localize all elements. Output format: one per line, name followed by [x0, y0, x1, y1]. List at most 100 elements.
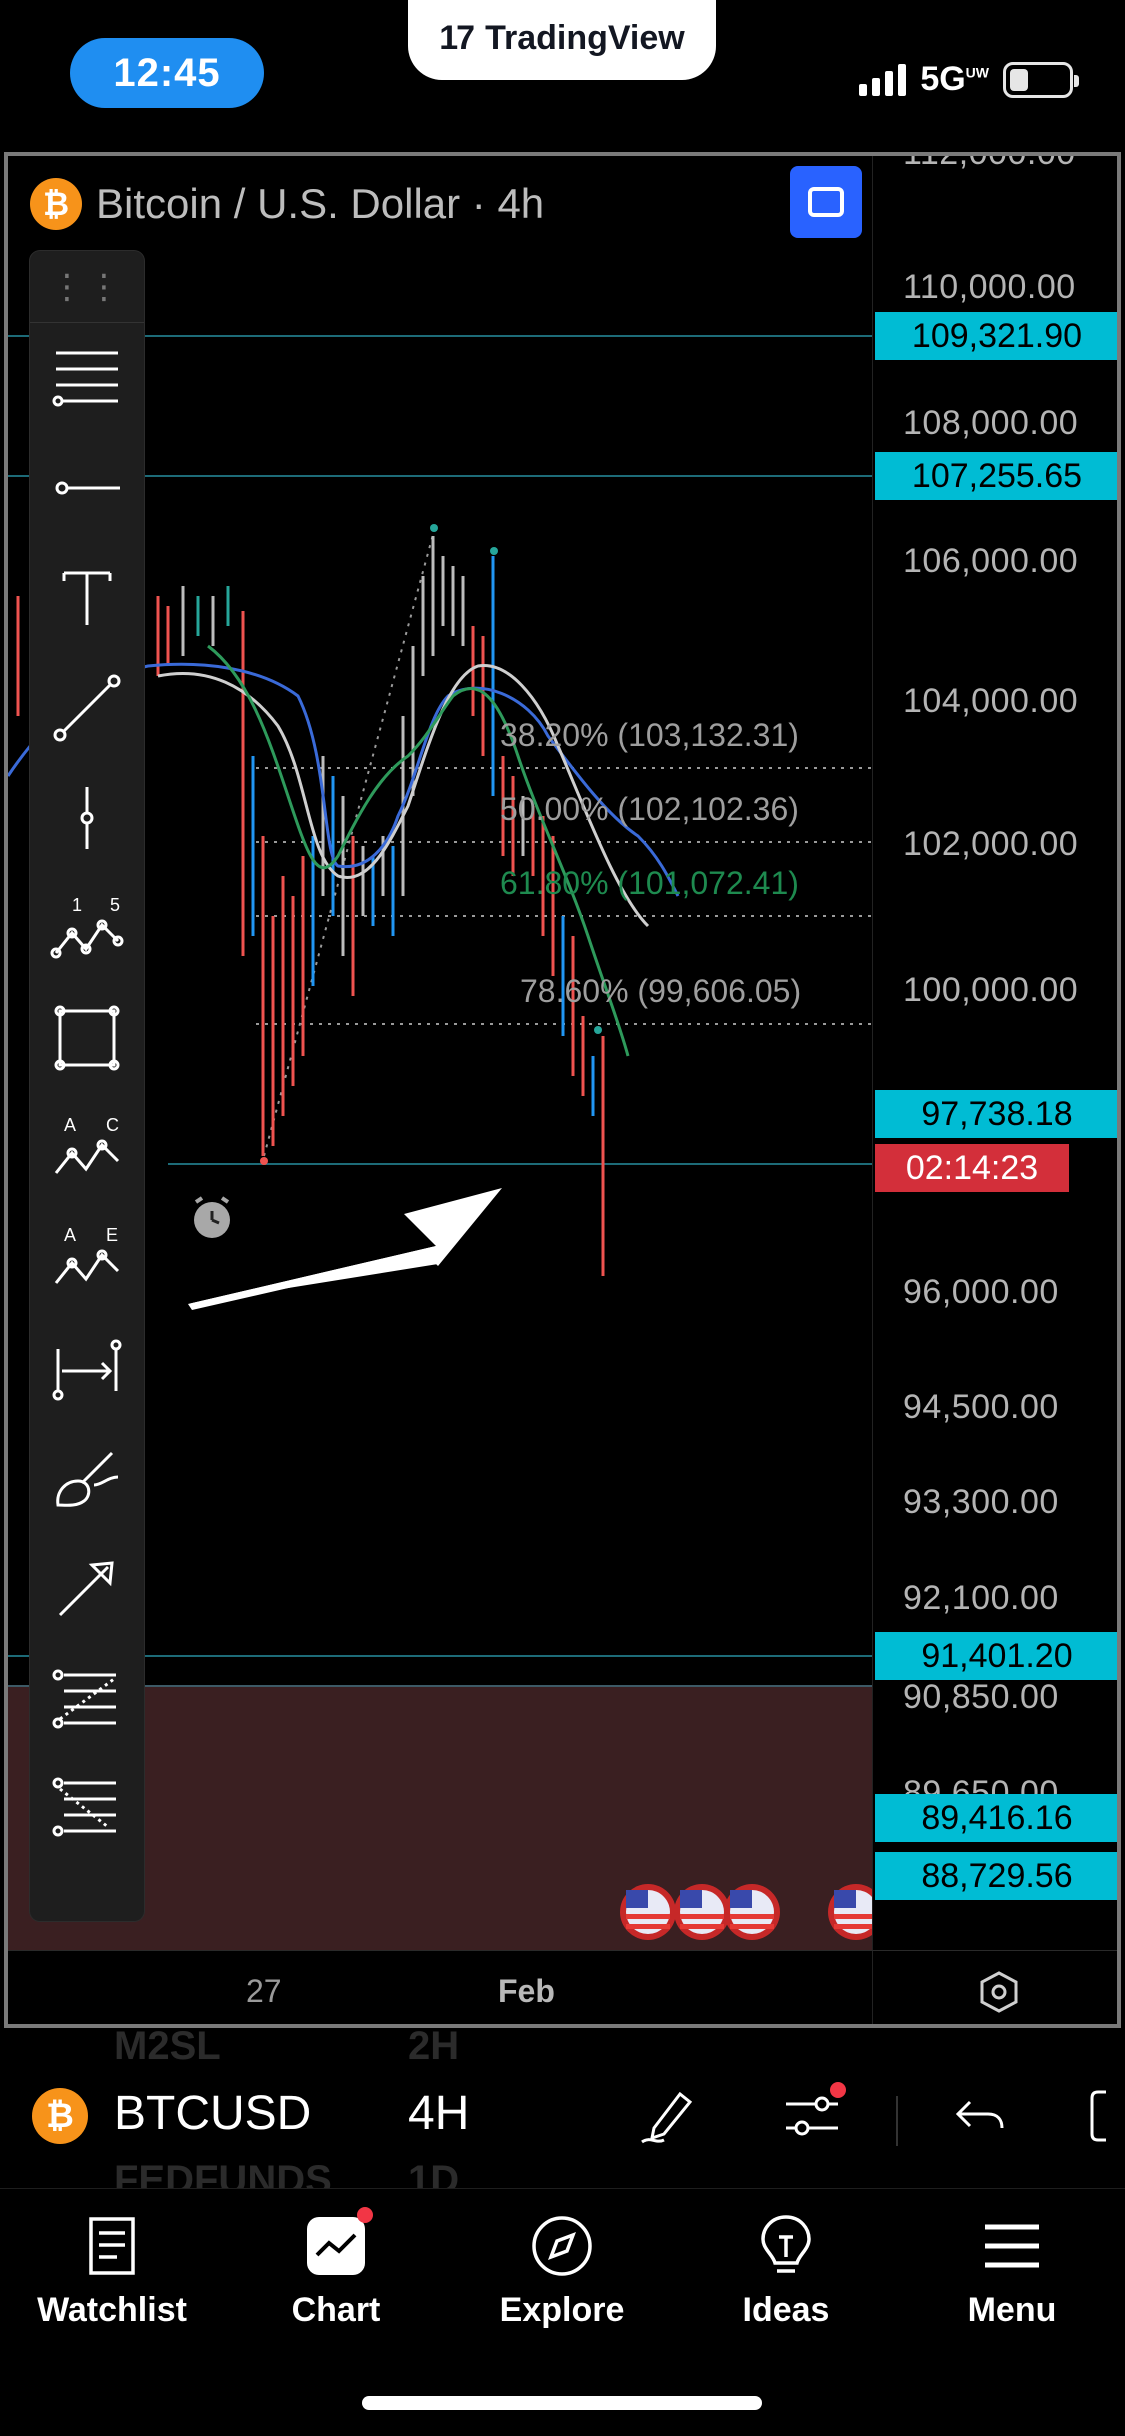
interval-picker[interactable]: 4H	[408, 2087, 470, 2140]
fib-trend-line	[263, 530, 435, 1157]
svg-text:A: A	[64, 1225, 76, 1245]
vertical-line-icon	[80, 787, 94, 849]
price-scale[interactable]: 112,000.00 110,000.00 109,321.90 108,000…	[872, 156, 1117, 1950]
tab-label: Chart	[291, 2291, 381, 2329]
tab-menu[interactable]: Menu	[922, 2211, 1102, 2330]
price-tick: 96,000.00	[903, 1273, 1059, 1311]
symbol-picker[interactable]: BTCUSD	[114, 2087, 312, 2140]
price-tick: 102,000.00	[903, 825, 1079, 863]
annotation-arrow	[188, 1188, 502, 1310]
fib-retracement-icon	[52, 1669, 116, 1729]
indicators-button[interactable]	[776, 2080, 848, 2152]
chart-icon	[307, 2217, 365, 2275]
toolbar-divider	[896, 2096, 898, 2146]
vertical-line-tool[interactable]	[30, 763, 144, 873]
price-chart[interactable]: 38.20% (103,132.31) 50.00% (102,102.36) …	[8, 156, 884, 1950]
cursor-lines-tool[interactable]	[30, 323, 144, 433]
status-time: 12:45	[70, 38, 264, 108]
brush-tool[interactable]	[30, 1423, 144, 1533]
brush-icon	[56, 1451, 119, 1507]
date-price-range-icon	[52, 1339, 122, 1401]
time-tick: Feb	[498, 1973, 555, 2009]
candles	[16, 536, 605, 1276]
price-tick: 92,100.00	[903, 1579, 1059, 1617]
pencil-icon	[641, 2091, 693, 2144]
tab-explore[interactable]: Explore	[472, 2211, 652, 2330]
price-tick: 110,000.00	[903, 268, 1076, 306]
price-tick: 104,000.00	[903, 682, 1079, 720]
toolbar-drag-handle[interactable]: ⋮⋮	[30, 251, 144, 323]
tab-label: Explore	[499, 2291, 625, 2329]
brand-name: TradingView	[485, 19, 685, 57]
fib-level-382: 38.20% (103,132.31)	[500, 717, 799, 753]
price-tag: 91,401.20	[875, 1632, 1117, 1680]
trend-line-tool[interactable]	[30, 653, 144, 763]
fib-extension-tool[interactable]	[30, 1753, 144, 1863]
ghost-interval-above: 2H	[408, 2024, 460, 2068]
ghost-symbol-above: M2SL	[114, 2024, 221, 2068]
home-indicator[interactable]	[362, 2396, 762, 2410]
status-indicators: 5GUW	[859, 60, 1079, 99]
notification-dot	[357, 2207, 373, 2223]
chart-settings-button[interactable]	[872, 1951, 1117, 2024]
hamburger-menu-icon	[985, 2224, 1039, 2268]
tradingview-logo-icon: 17	[439, 19, 475, 57]
rectangle-tool[interactable]	[30, 983, 144, 1093]
text-tool[interactable]	[30, 543, 144, 653]
bitcoin-icon: ₿	[32, 2088, 88, 2144]
svg-text:1: 1	[72, 895, 82, 915]
price-tag: 89,416.16	[875, 1794, 1117, 1842]
fullscreen-icon	[808, 187, 844, 217]
fib-retracement-tool[interactable]	[30, 1643, 144, 1753]
drawing-tools-button[interactable]	[632, 2080, 704, 2152]
price-tag: 88,729.56	[875, 1852, 1117, 1900]
undo-button[interactable]	[944, 2080, 1016, 2152]
cellular-signal-icon	[859, 63, 907, 96]
battery-icon	[1003, 61, 1079, 98]
partial-bracket-icon	[1090, 2090, 1106, 2142]
tab-watchlist[interactable]: Watchlist	[22, 2211, 202, 2330]
economic-event-flags	[620, 1884, 884, 1940]
svg-text:C: C	[106, 1115, 119, 1135]
time-axis[interactable]: 27 Feb	[8, 1950, 1117, 2024]
fib-extension-icon	[52, 1777, 116, 1837]
fib-labels: 38.20% (103,132.31) 50.00% (102,102.36) …	[500, 717, 801, 1009]
price-tick: 94,500.00	[903, 1388, 1059, 1426]
tab-ideas[interactable]: Ideas	[696, 2211, 876, 2330]
price-tick: 93,300.00	[903, 1483, 1059, 1521]
price-tag: 107,255.65	[875, 452, 1117, 500]
price-tick: 112,000.00	[903, 152, 1076, 172]
tab-chart[interactable]: Chart	[246, 2207, 426, 2330]
hexagon-settings-icon	[980, 1971, 1018, 2013]
fullscreen-button[interactable]	[790, 166, 862, 238]
svg-text:E: E	[106, 1225, 118, 1245]
horizontal-ray-tool[interactable]	[30, 433, 144, 543]
horizontal-ray-icon	[55, 481, 120, 495]
more-toolbar-button[interactable]	[1080, 2080, 1125, 2152]
price-tick: 108,000.00	[903, 404, 1079, 442]
svg-text:A: A	[64, 1115, 76, 1135]
arrow-tool[interactable]	[30, 1533, 144, 1643]
watchlist-icon	[89, 2217, 135, 2275]
time-tick: 27	[246, 1973, 282, 2009]
chart-plot-area[interactable]: 38.20% (103,132.31) 50.00% (102,102.36) …	[8, 156, 884, 1950]
price-tick: 90,850.00	[903, 1678, 1059, 1716]
chart-symbol-title[interactable]: ₿ Bitcoin / U.S. Dollar · 4h	[30, 178, 544, 230]
svg-text:5: 5	[110, 895, 120, 915]
rectangle-icon	[54, 1005, 120, 1071]
sliders-icon	[786, 2096, 838, 2136]
price-tick: 100,000.00	[903, 971, 1079, 1009]
current-price-tag: 97,738.18	[875, 1090, 1117, 1138]
chart-title: Bitcoin / U.S. Dollar · 4h	[96, 180, 545, 227]
price-tick: 106,000.00	[903, 542, 1079, 580]
date-price-range-tool[interactable]	[30, 1313, 144, 1423]
tab-label: Watchlist	[37, 2291, 187, 2329]
chart-frame[interactable]: 38.20% (103,132.31) 50.00% (102,102.36) …	[4, 152, 1121, 2028]
network-type: 5GUW	[920, 60, 989, 98]
